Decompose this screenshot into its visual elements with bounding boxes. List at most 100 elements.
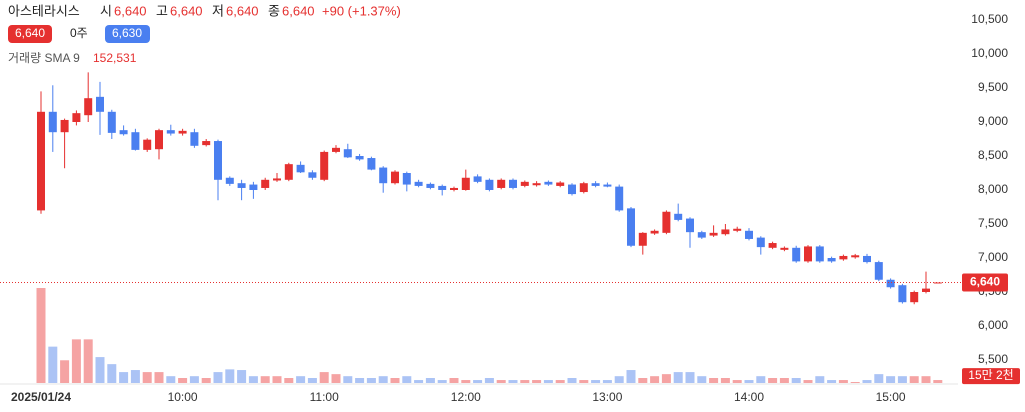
volume-bar [272, 376, 282, 383]
volume-bar [319, 372, 329, 383]
x-tick-label: 13:00 [592, 390, 622, 404]
volume-bar [744, 380, 754, 383]
candle-body [166, 130, 175, 134]
candle-body [615, 186, 624, 211]
volume-bar [862, 380, 872, 383]
candle-body [898, 285, 907, 303]
candle-body [662, 211, 671, 233]
ask-text: 6,630 [112, 26, 142, 40]
candle-body [733, 228, 742, 231]
volume-bar [591, 380, 601, 383]
volume-bar [201, 378, 211, 383]
volume-bar [874, 374, 884, 383]
y-tick-label: 9,000 [978, 114, 1008, 128]
volume-bar [414, 380, 424, 383]
candle-body [579, 183, 588, 193]
volume-bar [768, 378, 778, 383]
candle-body [780, 247, 789, 250]
y-tick-label: 10,000 [971, 46, 1008, 60]
x-tick-label: 11:00 [310, 390, 339, 404]
sma-name: 거래량 SMA 9 [8, 51, 80, 65]
volume-bar [130, 370, 140, 383]
candle-body [355, 156, 364, 160]
volume-bar [307, 378, 317, 383]
volume-bar [520, 380, 530, 383]
volume-bar [71, 339, 81, 383]
candle-body [284, 164, 293, 180]
candle-body [296, 164, 305, 173]
candle-body [863, 255, 871, 263]
volume-bar [685, 372, 695, 383]
candle-body [686, 218, 694, 233]
x-tick-label: 14:00 [734, 390, 764, 404]
volume-bar [296, 376, 306, 383]
candle-body [107, 111, 116, 133]
candle-body [143, 139, 152, 150]
symbol: 아스테라시스 [8, 3, 80, 18]
volume-bar [437, 380, 447, 383]
volume-sma-box [962, 368, 1020, 385]
candle-body [627, 208, 635, 246]
volume-bar [673, 372, 683, 383]
candle-body [674, 213, 683, 220]
candle-body [532, 183, 541, 186]
volume-bar [366, 378, 376, 383]
change: +90 (+1.37%) [322, 3, 401, 18]
volume-bar [720, 378, 730, 383]
volume-bar [355, 378, 365, 383]
bid-badge [8, 25, 52, 43]
current-price-box [962, 273, 1008, 292]
volume-bar [791, 378, 801, 383]
candle-body [768, 243, 777, 248]
volume-bar [756, 376, 766, 383]
volume-bar [107, 364, 117, 383]
candle-body [497, 179, 506, 188]
volume-bar [142, 372, 152, 383]
y-tick-label: 8,500 [978, 148, 1008, 162]
volume-sma-label: 15만 2천 [968, 367, 1013, 382]
volume-bar [425, 378, 435, 383]
volume-bar [225, 369, 235, 383]
volume-bar [532, 380, 542, 383]
candle-body [48, 111, 57, 133]
candle-body [178, 130, 187, 134]
candle-body [96, 96, 104, 112]
volume-bar [260, 376, 270, 383]
volume-bar [343, 376, 353, 383]
bid-text: 6,640 [15, 26, 45, 40]
volume-bar [779, 378, 789, 383]
candle-body [544, 181, 553, 185]
volume-bar [614, 376, 624, 383]
y-tick-label: 6,000 [978, 318, 1008, 332]
volume-bar [390, 378, 400, 383]
candle-body [461, 177, 470, 190]
candle-body [332, 147, 340, 152]
ohlc-label: 고 [156, 3, 168, 18]
candle-body [131, 132, 140, 150]
volume-bar [48, 346, 58, 383]
candle-body [886, 279, 895, 288]
candle-body [391, 171, 399, 184]
ohlc-value: 6,640 [114, 3, 147, 18]
y-tick-label: 7,500 [978, 216, 1008, 230]
volume-bar [886, 376, 896, 383]
volume-bar [213, 372, 223, 383]
volume-bar [921, 376, 931, 383]
volume-bar [555, 380, 565, 383]
volume-bar [496, 380, 506, 383]
current-price-label: 6,640 [970, 275, 1000, 289]
candle-body [509, 179, 517, 188]
candle-body [367, 158, 376, 170]
volume-bar [95, 357, 105, 383]
candle-body [214, 141, 222, 180]
ohlc-label: 종 [268, 3, 280, 18]
candle-body [721, 229, 730, 235]
x-tick-label: 10:00 [168, 390, 198, 404]
candle-body [37, 111, 45, 211]
candle-body [84, 98, 93, 116]
candle-body [910, 292, 919, 303]
candle-body [426, 183, 435, 188]
volume-bar [154, 372, 164, 383]
volume-bar [331, 374, 341, 383]
candle-body [308, 172, 317, 178]
